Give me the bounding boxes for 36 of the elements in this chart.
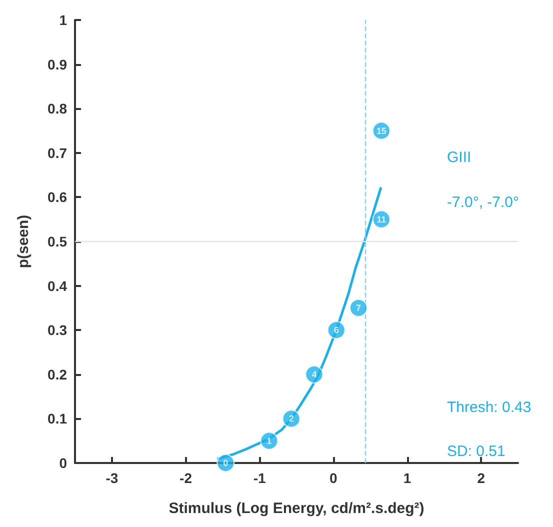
annotation: 4 [312,369,317,380]
y-tick-label: 0.3 [48,322,68,338]
annotation: 0 [223,458,228,468]
annotation: 6 [334,325,339,336]
x-tick-label: -3 [106,470,118,486]
y-tick-label: 0.1 [48,410,68,427]
y-tick-label: 0.9 [48,56,68,72]
annotation: 11 [376,214,386,224]
x-tick-label: 0 [330,470,338,486]
x-tick-label: -2 [180,470,192,486]
y-axis-title: p(seen) [15,214,32,268]
point [260,432,278,450]
point [216,454,235,472]
point [327,321,346,340]
annotation: 1 [266,436,272,446]
annotation: 15 [376,126,386,136]
point [350,298,368,317]
y-tick-label: 0 [59,455,68,471]
y-tick-label: 1 [59,12,68,28]
annotation: SD: 0.51 [447,443,506,460]
y-tick-label: 0.5 [48,234,68,250]
x-axis-title: Stimulus (Log Energy, cd/m².s.deg²) [168,500,424,517]
annotation: 7 [356,302,362,313]
y-tick-label: 0.6 [48,189,68,206]
y-tick-label: 0.7 [48,144,68,161]
annotation: GIII [447,149,472,166]
y-tick-label: 0.4 [48,278,68,294]
y-tick-label: 0.8 [48,100,68,117]
x-tick-label: -1 [253,470,266,486]
x-tick-label: 2 [477,470,486,486]
annotation: -7.0°, -7.0° [447,194,520,211]
y-tick-label: 0.2 [48,366,68,382]
annotation: Thresh: 0.43 [447,399,532,416]
point [282,410,300,428]
annotation: 2 [288,414,294,424]
x-tick-label: 1 [403,470,412,486]
